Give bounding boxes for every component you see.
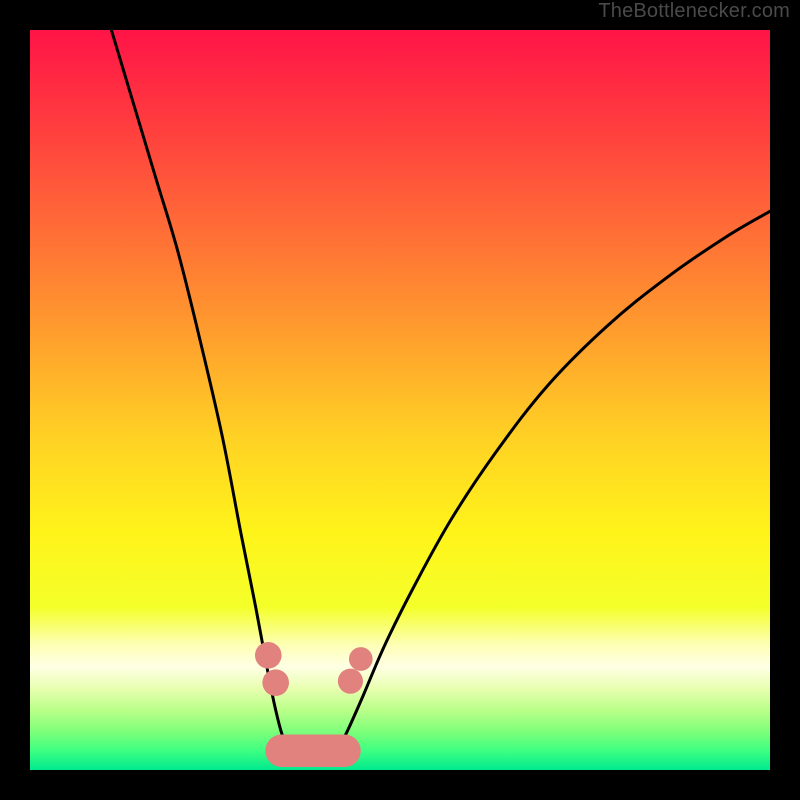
- watermark-text: TheBottlenecker.com: [598, 0, 790, 23]
- trough-dot: [262, 669, 289, 696]
- trough-band: [265, 734, 360, 767]
- trough-dot: [338, 669, 363, 694]
- plot-area: [30, 30, 770, 770]
- curve-right: [337, 211, 770, 751]
- trough-dot: [349, 647, 373, 671]
- trough-highlight: [255, 642, 373, 767]
- trough-dot: [255, 642, 282, 669]
- curve-left: [111, 30, 289, 752]
- chart-svg: [30, 30, 770, 770]
